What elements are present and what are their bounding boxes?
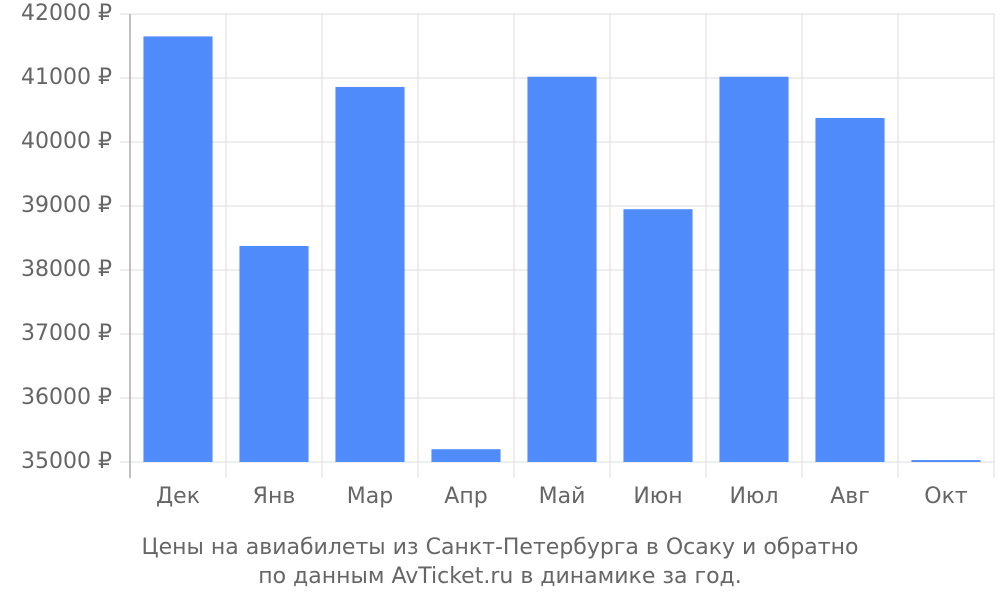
y-tick-label: 39000 ₽ — [21, 193, 112, 218]
x-tick-label: Июн — [633, 484, 682, 509]
bar — [239, 246, 309, 462]
x-tick-label: Мар — [347, 484, 393, 509]
bar — [623, 209, 693, 462]
bar — [143, 36, 213, 463]
caption-line: по данным AvTicket.ru в динамике за год. — [258, 564, 742, 589]
x-tick-label: Май — [539, 484, 586, 509]
bar — [431, 449, 501, 462]
x-tick-label: Янв — [253, 484, 296, 509]
x-tick-label: Окт — [924, 484, 968, 509]
y-tick-label: 42000 ₽ — [21, 1, 112, 26]
y-tick-label: 40000 ₽ — [21, 129, 112, 154]
bar — [527, 76, 597, 462]
y-tick-label: 38000 ₽ — [21, 257, 112, 282]
caption-line: Цены на авиабилеты из Санкт-Петербурга в… — [142, 535, 859, 560]
y-tick-label: 35000 ₽ — [21, 449, 112, 474]
x-tick-label: Авг — [830, 484, 870, 509]
bar — [815, 118, 885, 462]
bar — [911, 460, 981, 462]
bar — [335, 86, 405, 463]
x-tick-label: Дек — [156, 484, 200, 509]
x-tick-label: Апр — [444, 484, 487, 509]
y-tick-label: 41000 ₽ — [21, 65, 112, 90]
x-tick-label: Июл — [729, 484, 778, 509]
y-tick-label: 37000 ₽ — [21, 321, 112, 346]
bar — [719, 76, 789, 462]
y-tick-label: 36000 ₽ — [21, 385, 112, 410]
